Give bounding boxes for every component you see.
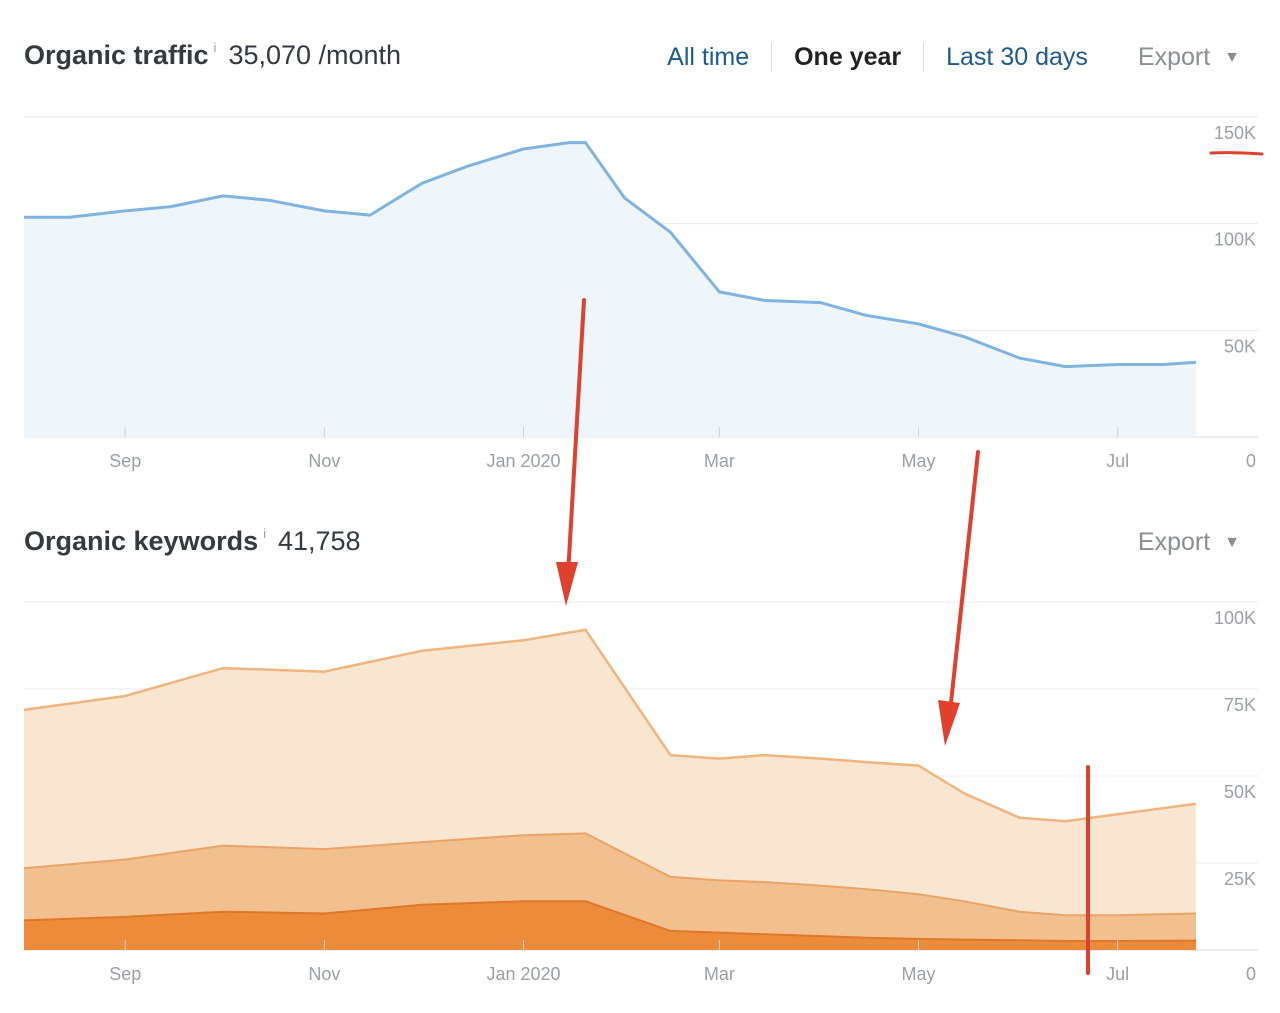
x-tick-label: Nov — [308, 964, 340, 984]
traffic-value: 35,070 /month — [228, 40, 402, 70]
y-tick-label: 100K — [1214, 230, 1256, 250]
y-tick-label: 100K — [1214, 608, 1256, 628]
x-tick-label: Jan 2020 — [486, 964, 560, 984]
keywords-line-bottom — [23, 900, 1197, 942]
annotation-underline — [1209, 151, 1264, 156]
keywords-title-block: Organic keywords i 41,758 — [24, 526, 361, 557]
x-tick-label: Jul — [1106, 451, 1129, 471]
y-tick-label: 0 — [1246, 964, 1256, 984]
x-tick-label: Sep — [109, 451, 141, 471]
keywords-value: 41,758 — [277, 526, 361, 556]
x-tick-label: Nov — [308, 451, 340, 471]
traffic-title: Organic traffic — [24, 40, 209, 70]
caret-down-icon: ▼ — [1224, 48, 1240, 66]
y-tick-label: 0 — [1246, 451, 1256, 471]
traffic-area — [24, 142, 1196, 437]
keywords-export-label: Export — [1137, 528, 1211, 556]
traffic-title-block: Organic traffic i 35,070 /month — [24, 40, 401, 71]
traffic-chart: Sep Nov Jan 2020 Mar May Jul 150K 100K 50K 0 — [24, 116, 1264, 471]
caret-down-icon: ▼ — [1224, 534, 1240, 551]
range-divider — [923, 42, 925, 72]
traffic-header: Organic traffic i 35,070 /month All time O… — [24, 40, 1256, 84]
keywords-line-top — [23, 628, 1197, 823]
x-tick-label: Jul — [1106, 964, 1129, 984]
traffic-info-icon[interactable]: i — [213, 40, 217, 55]
y-tick-label: 25K — [1224, 869, 1256, 889]
keywords-info-icon[interactable]: i — [263, 526, 266, 541]
range-all-time[interactable]: All time — [667, 42, 750, 71]
keywords-title: Organic keywords — [24, 526, 259, 556]
y-tick-label: 150K — [1214, 123, 1256, 143]
y-tick-label: 75K — [1224, 695, 1256, 715]
x-tick-label: Sep — [109, 964, 141, 984]
traffic-export-button[interactable]: Export ▼ — [1110, 43, 1240, 72]
x-tick-label: Jan 2020 — [486, 451, 560, 471]
y-tick-label: 50K — [1224, 782, 1256, 802]
x-tick-label: Mar — [704, 964, 735, 984]
traffic-line — [24, 141, 1197, 369]
x-tick-label: Mar — [704, 451, 735, 471]
traffic-controls: All time One year Last 30 days Export ▼ — [645, 42, 1240, 72]
keywords-header: Organic keywords i 41,758 Export ▼ — [24, 526, 1256, 570]
x-tick-label: May — [901, 964, 935, 984]
traffic-export-label: Export — [1137, 42, 1211, 71]
keywords-controls: Export ▼ — [1110, 528, 1240, 557]
keywords-export-button[interactable]: Export ▼ — [1110, 528, 1240, 557]
range-last-30-days[interactable]: Last 30 days — [946, 42, 1088, 71]
keywords-line-middle — [23, 832, 1197, 917]
range-divider — [771, 42, 773, 72]
x-tick-label: May — [901, 451, 935, 471]
y-tick-label: 50K — [1224, 336, 1256, 356]
keywords-chart: Sep Nov Jan 2020 Mar May Jul 100K 75K 50K 25K 0 — [23, 601, 1258, 984]
range-one-year[interactable]: One year — [794, 42, 902, 71]
